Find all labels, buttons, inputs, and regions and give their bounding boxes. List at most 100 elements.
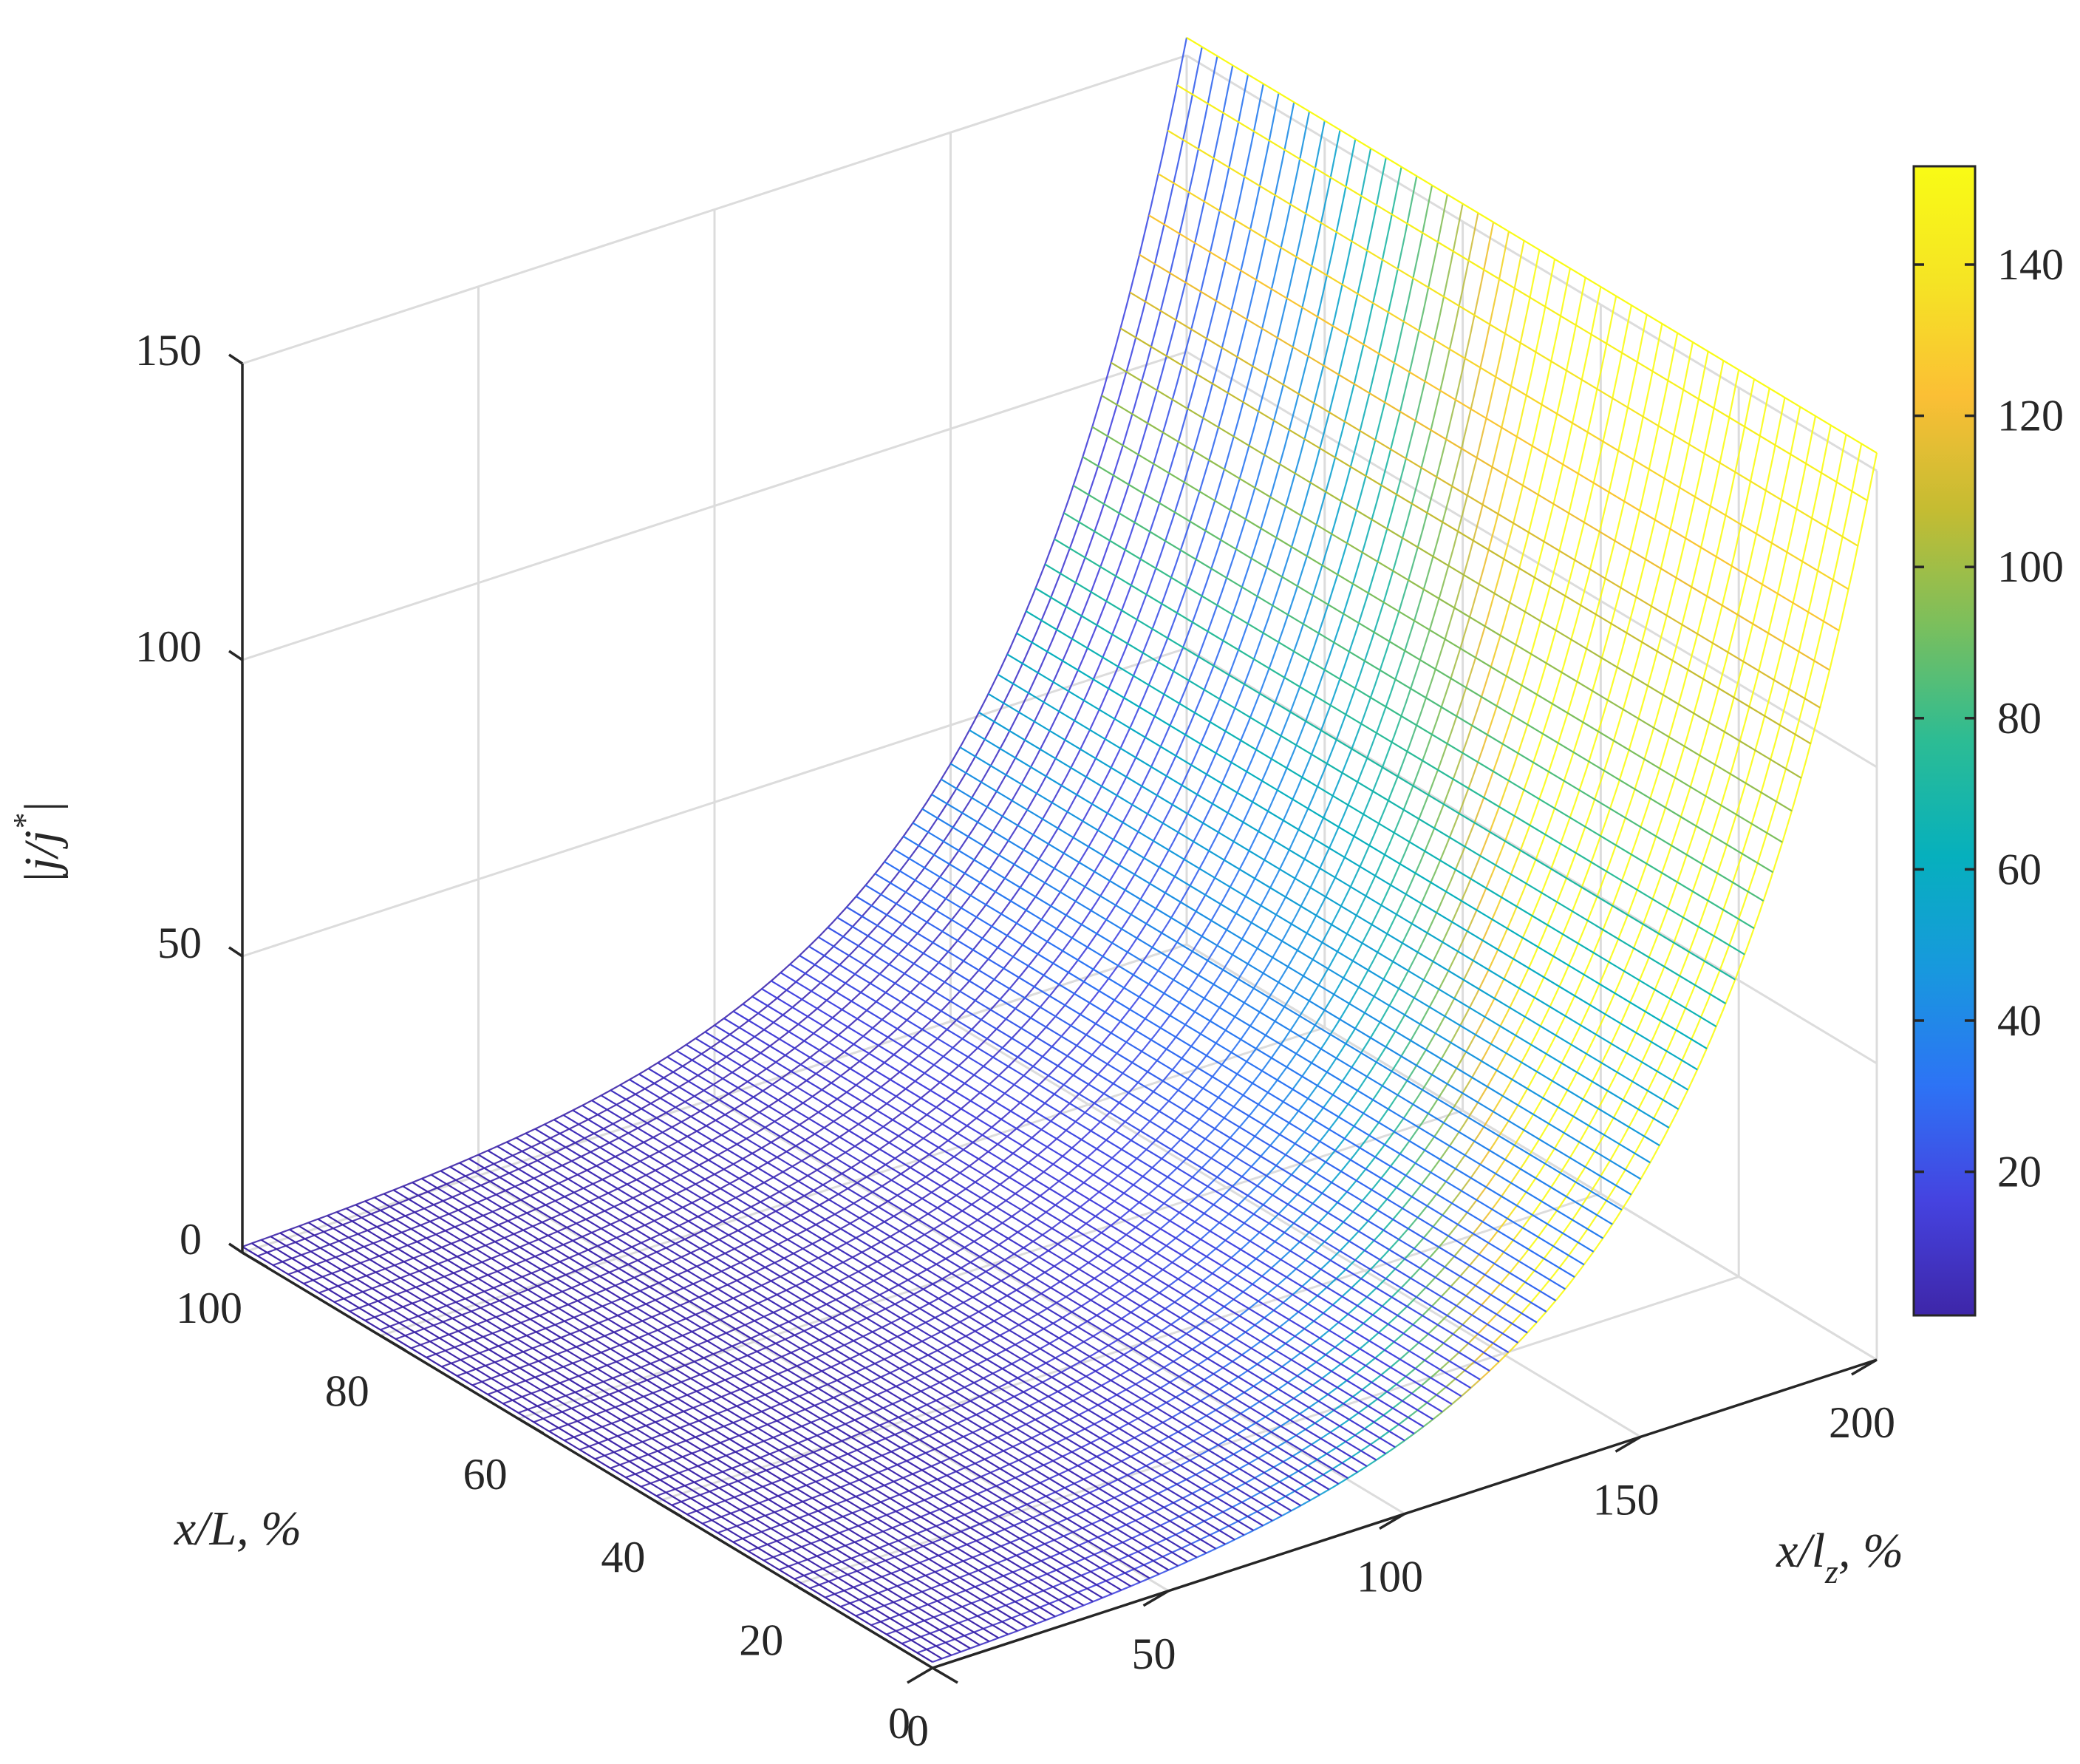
axis-grid xyxy=(241,54,1878,1669)
mesh-line-x xyxy=(279,1232,971,1649)
grid-line xyxy=(1186,647,1878,1065)
mesh-line-x xyxy=(1148,214,1840,632)
mesh-line-x xyxy=(374,1196,1065,1614)
x-tick-label: 200 xyxy=(1829,1398,1895,1447)
z-tick-mark xyxy=(228,650,243,661)
mesh-line-x xyxy=(865,884,1557,1301)
mesh-line-x xyxy=(1167,129,1858,547)
z-tick-label: 100 xyxy=(135,622,202,671)
mesh-line-x xyxy=(402,1185,1094,1603)
z-tick-label: 150 xyxy=(135,326,202,375)
mesh-line-x xyxy=(1082,456,1773,874)
colorbar-tick-label: 40 xyxy=(1997,996,2042,1045)
y-tick-mark xyxy=(932,1666,958,1684)
y-tick-label: 20 xyxy=(739,1616,783,1665)
mesh-line-x xyxy=(487,1149,1179,1567)
mesh-line-x xyxy=(1016,632,1708,1049)
mesh-line-x xyxy=(1006,653,1698,1071)
mesh-line-x xyxy=(1176,84,1868,502)
z-tick-label: 50 xyxy=(157,919,202,967)
mesh-line-x xyxy=(959,746,1651,1164)
mesh-line-x xyxy=(818,936,1510,1354)
x-axis-label: x/lz, % xyxy=(1776,1524,1903,1590)
tick-labels: 0 50 100 150 200 0 20 40 60 80 100 0 50 100 150 xyxy=(135,326,1895,1755)
mesh-line-x xyxy=(421,1177,1113,1595)
grid-line xyxy=(655,1192,1601,1503)
mesh-line-x xyxy=(808,945,1500,1363)
mesh-line-x xyxy=(893,848,1585,1266)
surface-mesh xyxy=(242,36,1878,1663)
grid-line xyxy=(242,943,1187,1254)
mesh-line-x xyxy=(714,1024,1405,1442)
mesh-line-x xyxy=(449,1166,1141,1583)
mesh-line-x xyxy=(761,988,1453,1406)
mesh-line-x xyxy=(1034,588,1727,1004)
mesh-line-x xyxy=(534,1128,1226,1545)
mesh-line-x xyxy=(903,835,1595,1253)
y-tick-label: 100 xyxy=(176,1284,242,1332)
colorbar-tick-label: 20 xyxy=(1997,1148,2042,1196)
mesh-line-x xyxy=(836,916,1528,1334)
mesh-line-x xyxy=(912,822,1603,1239)
mesh-line-x xyxy=(780,972,1472,1389)
mesh-line-x xyxy=(610,1089,1301,1507)
x-tick-label: 150 xyxy=(1593,1475,1660,1524)
mesh-line-x xyxy=(723,1018,1415,1434)
y-tick-mark xyxy=(242,1251,268,1269)
mesh-line-x xyxy=(307,1222,1000,1639)
mesh-line-x xyxy=(846,906,1538,1324)
mesh-line-x xyxy=(346,1208,1037,1625)
mesh-line-x xyxy=(327,1214,1018,1632)
mesh-line-x xyxy=(733,1010,1425,1428)
mesh-line-x xyxy=(949,763,1642,1180)
mesh-line-x xyxy=(468,1158,1160,1576)
mesh-line-x xyxy=(827,927,1518,1344)
mesh-line-x xyxy=(497,1145,1188,1563)
mesh-line-x xyxy=(647,1067,1340,1485)
grid-line xyxy=(1186,350,1878,769)
y-axis-line xyxy=(242,1251,933,1669)
y-tick-label: 0 xyxy=(888,1699,910,1748)
mesh-line-x xyxy=(544,1123,1235,1541)
mesh-line-x xyxy=(440,1170,1131,1587)
z-tick-mark xyxy=(228,946,243,958)
mesh-line-x xyxy=(516,1137,1207,1554)
grid-line xyxy=(1186,54,1878,472)
z-tick-label: 0 xyxy=(180,1215,202,1264)
mesh-line-x xyxy=(1063,512,1755,930)
grid-line xyxy=(518,1109,1464,1420)
x-tick-mark xyxy=(1614,1435,1642,1453)
mesh-line-x xyxy=(392,1189,1085,1607)
mesh-line-x xyxy=(572,1109,1264,1527)
colorbar-tick-label: 80 xyxy=(1997,694,2042,743)
mesh-line-x xyxy=(1129,291,1821,709)
x-tick-mark xyxy=(907,1666,933,1684)
mesh-line-x xyxy=(591,1100,1283,1517)
mesh-line-x xyxy=(931,794,1623,1211)
grid-line xyxy=(714,1097,1405,1515)
y-tick-mark xyxy=(794,1584,821,1601)
z-axis-label: |j/j*| xyxy=(7,800,69,884)
mesh-line-x xyxy=(270,1236,961,1653)
mesh-line-x xyxy=(582,1104,1273,1522)
mesh-line-x xyxy=(695,1038,1386,1455)
mesh-line-x xyxy=(317,1218,1009,1635)
grid-line xyxy=(794,1276,1739,1587)
mesh-line-x xyxy=(355,1204,1046,1621)
mesh-line-x xyxy=(459,1162,1150,1579)
mesh-line-x xyxy=(969,729,1660,1147)
x-tick-mark xyxy=(1851,1358,1878,1376)
mesh-line-x xyxy=(1111,361,1802,779)
mesh-line-x xyxy=(562,1114,1255,1531)
grid-line xyxy=(949,1021,1642,1438)
mesh-line-x xyxy=(525,1132,1216,1550)
mesh-line-x xyxy=(988,692,1680,1110)
mesh-line-x xyxy=(336,1211,1028,1628)
mesh-line-x xyxy=(789,963,1481,1380)
mesh-line-x xyxy=(299,1225,990,1643)
mesh-line-x xyxy=(601,1094,1292,1512)
mesh-line-x xyxy=(506,1141,1198,1559)
mesh-line-x xyxy=(874,873,1566,1290)
colorbar-tick-label: 100 xyxy=(1997,542,2064,591)
mesh-line-x xyxy=(941,778,1632,1196)
